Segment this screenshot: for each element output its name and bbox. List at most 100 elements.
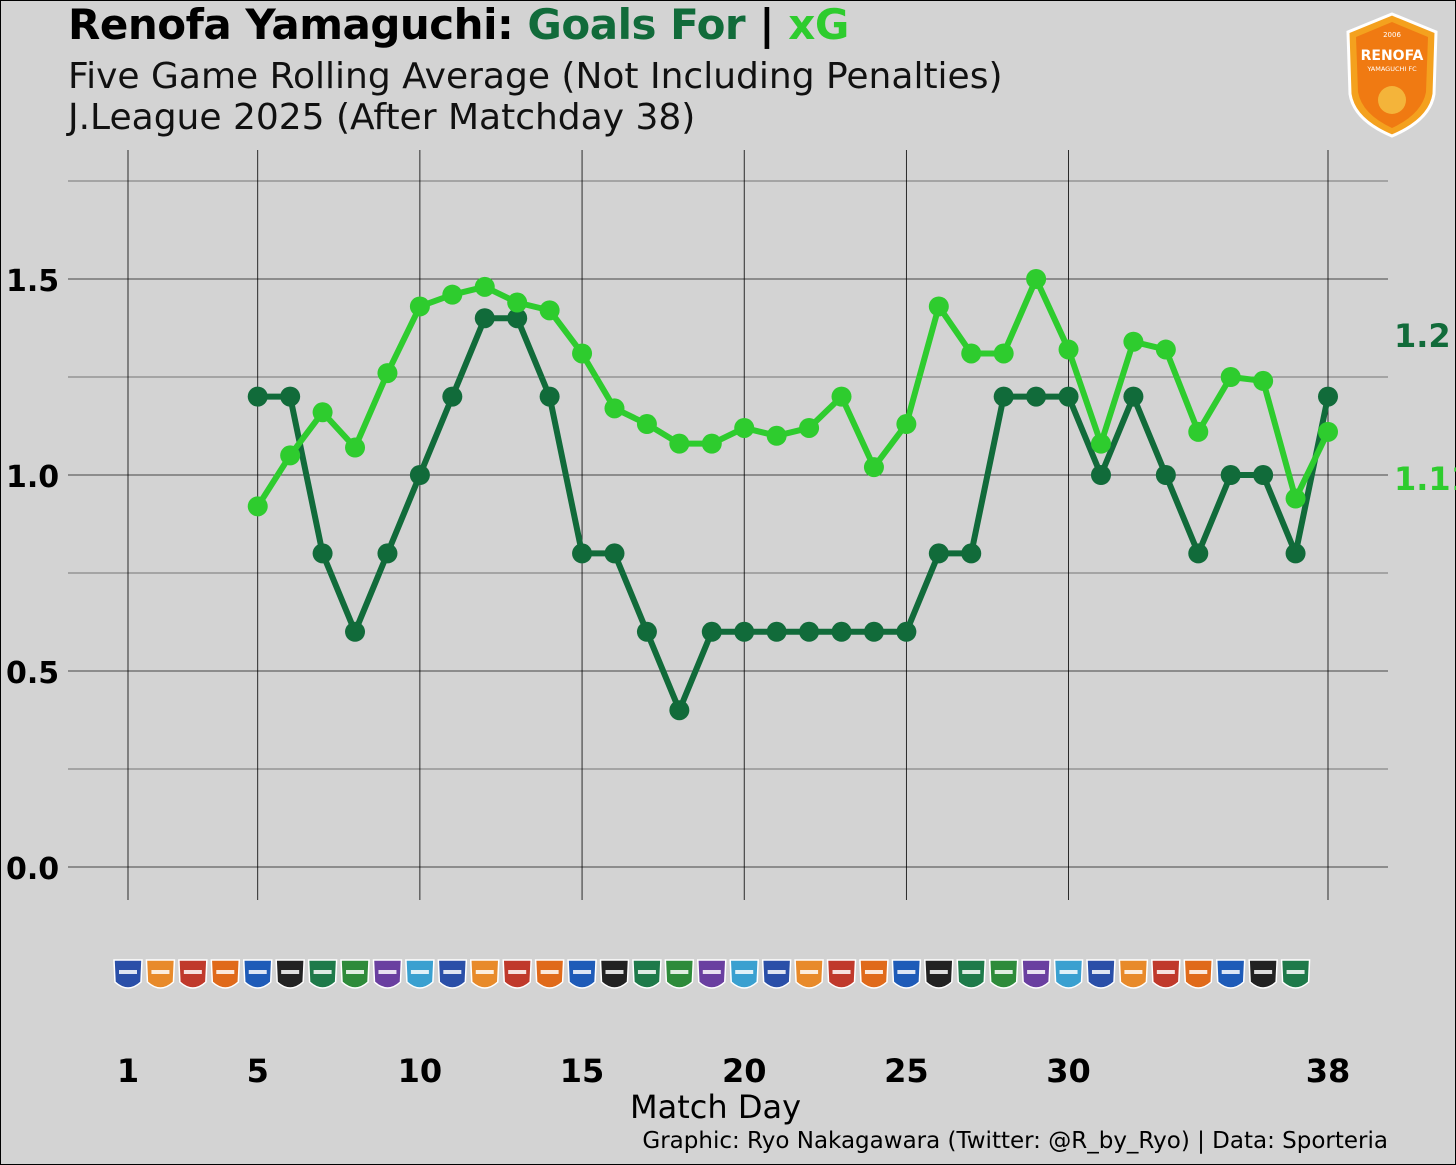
xg-point: [636, 414, 657, 435]
goals-point: [1318, 386, 1338, 407]
xg-point: [701, 433, 722, 454]
logo-stripe: [119, 970, 137, 974]
montedio-yamagata-logo-icon: [956, 959, 987, 989]
xg-point: [669, 433, 690, 454]
chart-title: Renofa Yamaguchi: Goals For | xG: [68, 0, 849, 49]
logo-stripe: [151, 970, 170, 974]
iwaki-fc-logo-icon: [275, 959, 305, 989]
goals-point: [701, 621, 722, 642]
goals-point: [377, 543, 398, 564]
logo-stripe: [475, 970, 494, 974]
y-tick-label: 1.5: [6, 264, 59, 299]
logo-stripe: [216, 970, 235, 974]
logo-stripe: [410, 970, 429, 974]
ventforet-kofu-logo-icon: [891, 959, 922, 989]
renofa-yamaguchi-crest-icon: 2006 RENOFA YAMAGUCHI FC: [1346, 12, 1438, 138]
vegalta-sendai-logo-icon: [1118, 959, 1149, 989]
x-tick-label: 1: [117, 1052, 139, 1090]
logo-stripe: [864, 970, 883, 974]
sagan-tosu-logo-icon: [1086, 959, 1116, 989]
goals-point: [669, 700, 690, 721]
goals-point: [1188, 543, 1209, 564]
blaublitz-akita-logo-icon: [307, 959, 338, 989]
xg-point: [539, 300, 560, 321]
fujieda-myfc-logo-icon: [242, 959, 273, 989]
xg-point: [896, 414, 917, 435]
logo-stripe: [800, 970, 819, 974]
logo-stripe: [346, 970, 365, 974]
xg-point: [799, 417, 820, 438]
goals-point: [442, 386, 463, 407]
xg-line: [255, 276, 1331, 508]
goals-point: [247, 386, 268, 407]
xg-point: [1188, 421, 1209, 442]
x-tick-label: 5: [247, 1052, 269, 1090]
logo-stripe: [637, 970, 656, 974]
logo-stripe: [929, 970, 948, 974]
x-tick-label: 38: [1306, 1052, 1351, 1090]
goals-point: [1090, 465, 1111, 485]
logo-stripe: [767, 970, 786, 974]
logo-stripe: [248, 970, 267, 974]
xg-point: [863, 457, 884, 478]
mito-hollyhock-logo-icon: [567, 959, 597, 989]
montedio-yamagata-logo-icon: [534, 959, 565, 989]
xg-point: [345, 437, 366, 458]
goals-point: [572, 543, 593, 564]
goals-point: [604, 543, 625, 564]
goals-point: [507, 308, 528, 329]
xg-point: [928, 296, 949, 317]
badge-name2: YAMAGUCHI FC: [1366, 65, 1417, 73]
logo-stripe: [1221, 970, 1240, 974]
title-xg: xG: [788, 0, 849, 49]
xg-point: [572, 343, 593, 364]
goals-point: [1058, 386, 1079, 407]
y-tick-label: 0.5: [6, 656, 59, 691]
xg-point: [280, 445, 301, 466]
vegalta-sendai-logo-icon: [437, 959, 468, 989]
xg-point: [247, 496, 268, 517]
caption: Graphic: Ryo Nakagawara (Twitter: @R_by_…: [642, 1128, 1388, 1154]
ehime-fc-logo-icon: [924, 959, 954, 989]
logo-stripe: [378, 970, 397, 974]
logo-stripe: [1124, 970, 1143, 974]
roasso-kumamoto-logo-icon: [372, 959, 403, 989]
goals-point: [1155, 465, 1176, 485]
badge-year: 2006: [1383, 31, 1401, 39]
x-tick-label: 25: [884, 1052, 929, 1090]
goals-point: [312, 543, 333, 564]
goals-point: [1285, 543, 1306, 564]
title-team: Renofa Yamaguchi:: [68, 0, 514, 49]
chart-subtitle: Five Game Rolling Average (Not Including…: [68, 56, 1003, 97]
logo-stripe: [443, 970, 462, 974]
logo-stripe: [735, 970, 754, 974]
logo-stripe: [183, 970, 202, 974]
xg-point: [604, 398, 625, 419]
xg-point: [474, 276, 495, 297]
logo-stripe: [702, 970, 721, 974]
xg-point: [734, 417, 755, 438]
omiya-ardija-logo-icon: [210, 959, 241, 989]
grid-lines: [68, 150, 1388, 900]
goals-point: [409, 465, 430, 485]
xg-point: [1058, 339, 1079, 360]
goals-point: [734, 621, 755, 642]
xg-point: [1318, 421, 1338, 442]
y-tick-label: 1.0: [6, 460, 59, 495]
tokushima-vortis-logo-icon: [502, 959, 532, 989]
goals-point: [766, 621, 787, 642]
x-tick-label: 30: [1046, 1052, 1091, 1090]
fujieda-myfc-logo-icon: [1021, 959, 1051, 989]
xg-point: [1026, 269, 1047, 289]
iwaki-fc-logo-icon: [1183, 959, 1214, 989]
xg-point: [831, 386, 852, 407]
goals-line: [257, 315, 1331, 714]
logo-stripe: [1254, 970, 1273, 974]
kataller-toyama-logo-icon: [826, 959, 857, 989]
goals-point: [1220, 465, 1241, 485]
title-goals-for: Goals For: [527, 0, 746, 49]
goals-point: [799, 621, 820, 642]
chart-subtitle-season: J.League 2025 (After Matchday 38): [68, 97, 696, 138]
goals-point: [345, 621, 366, 642]
goals-point: [863, 621, 884, 642]
